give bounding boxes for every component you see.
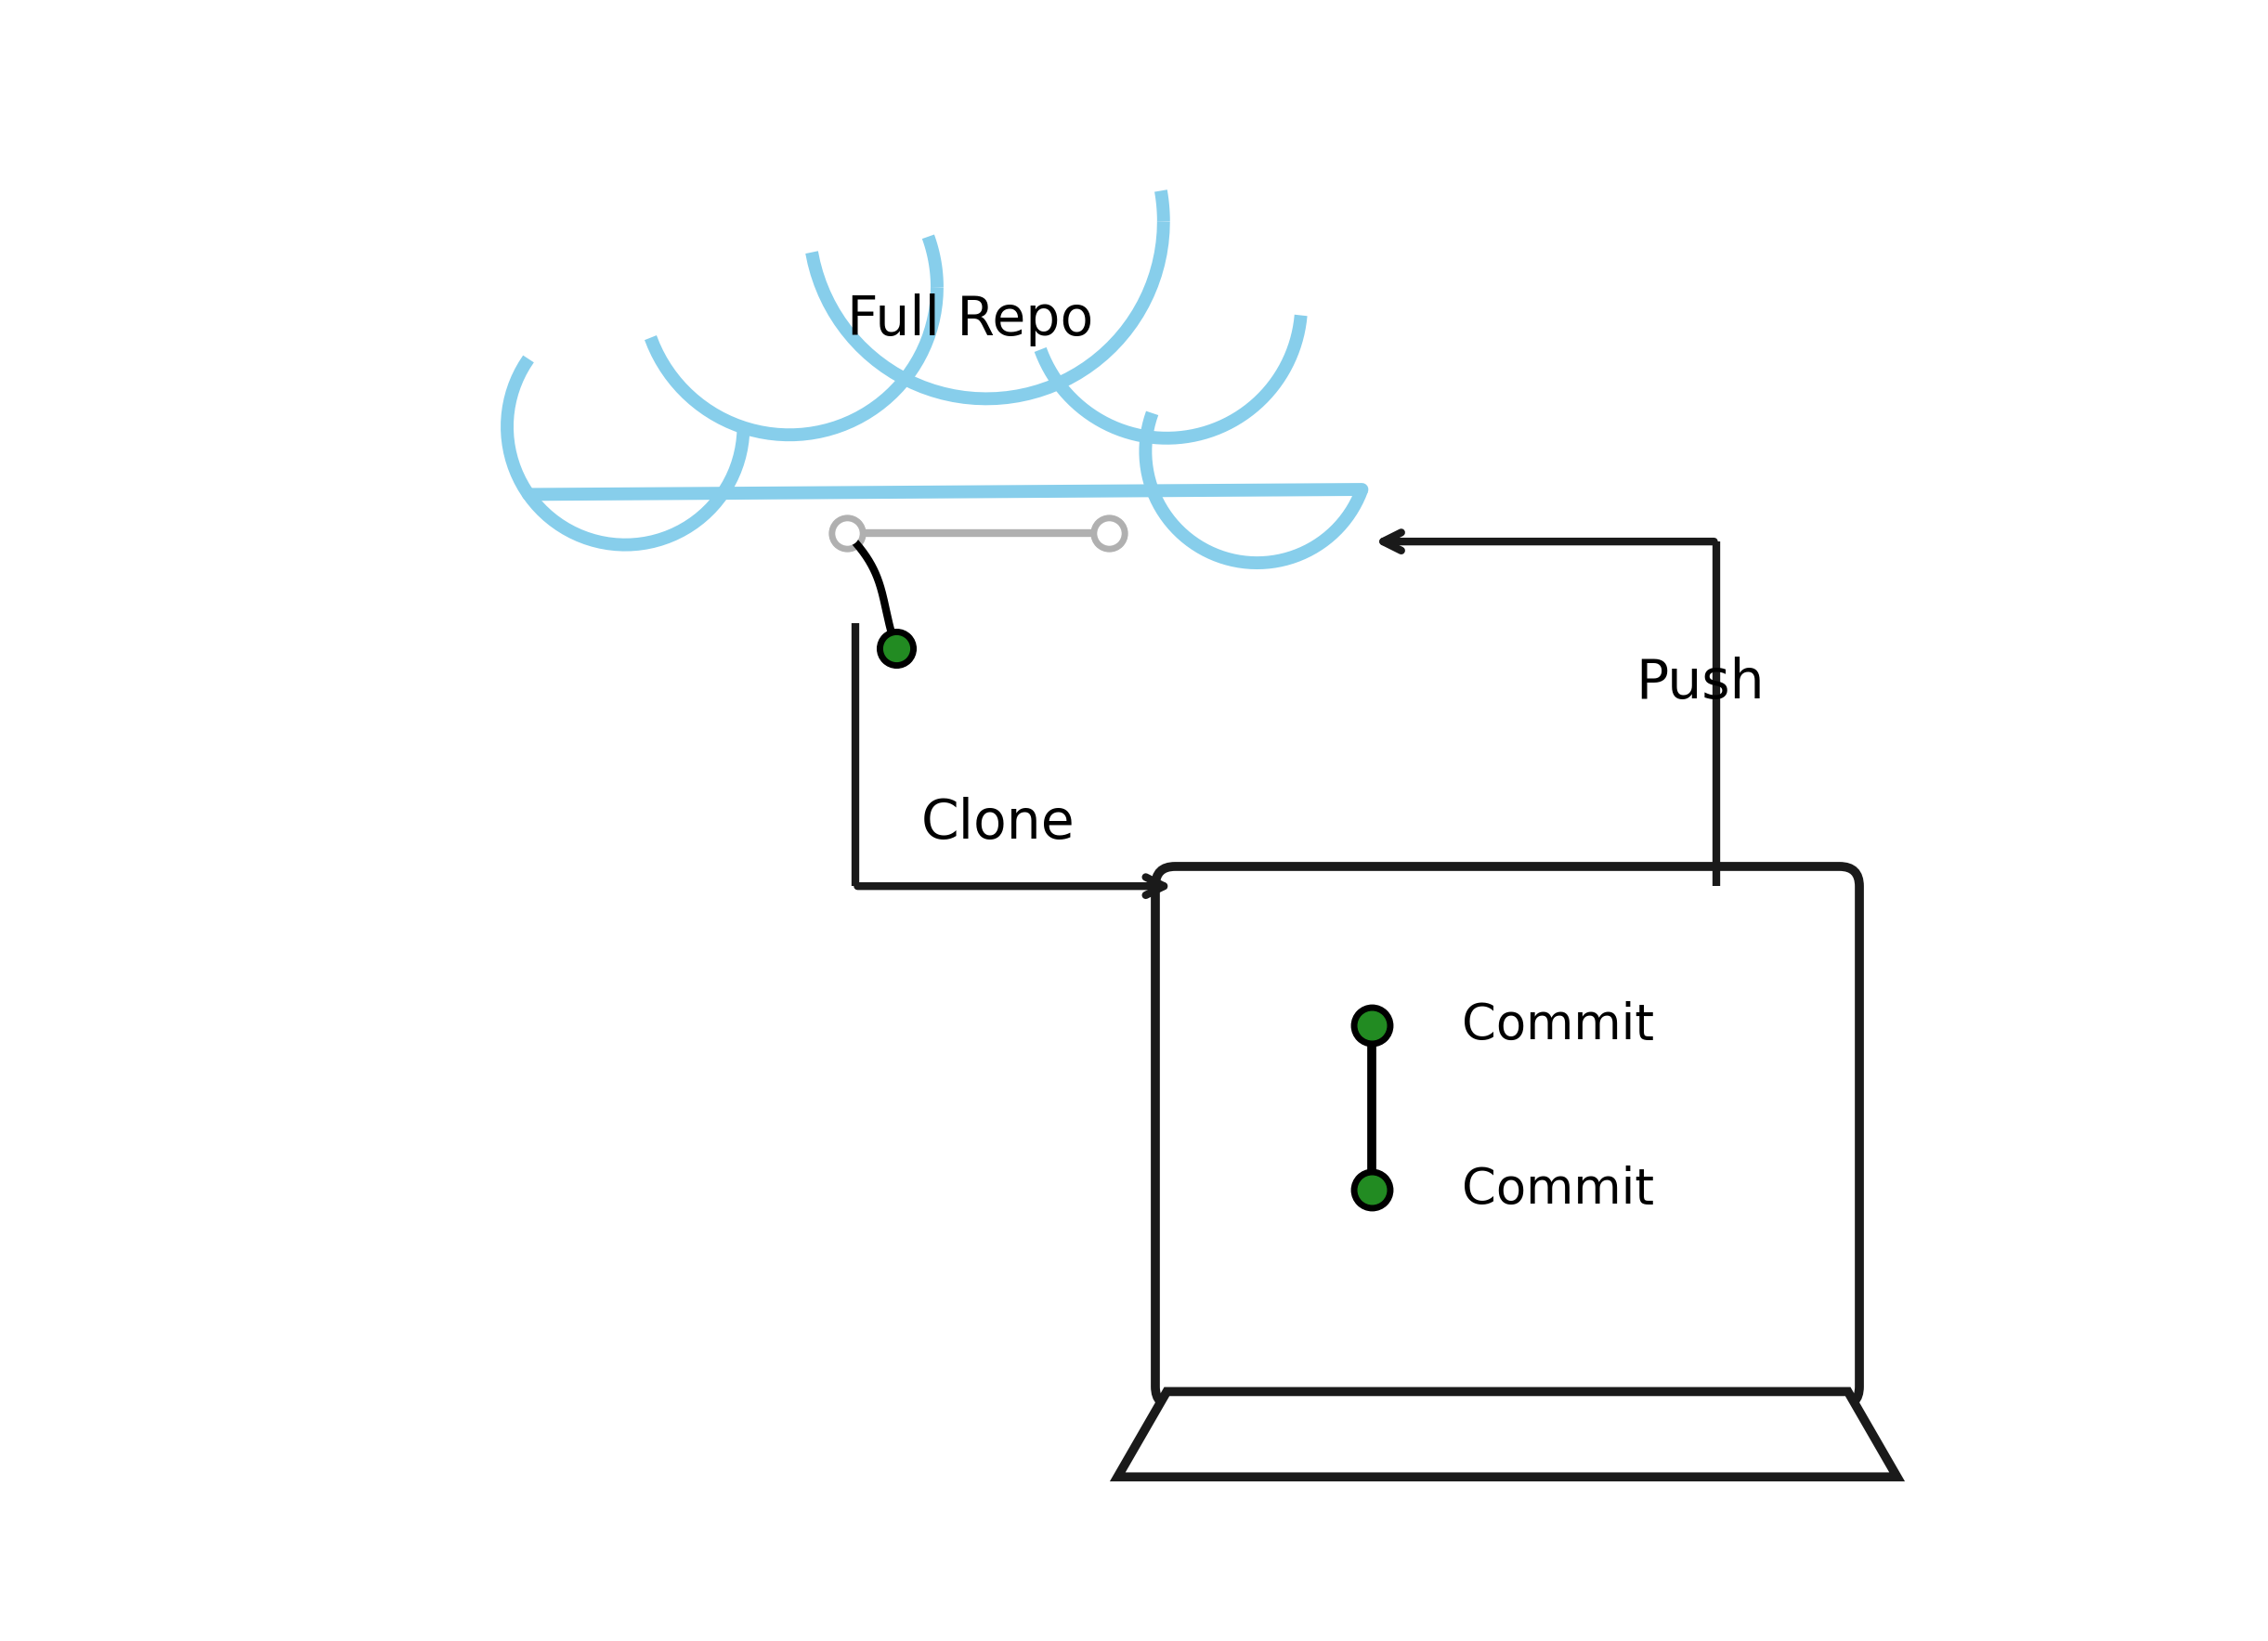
- Circle shape: [642, 139, 937, 435]
- Circle shape: [1145, 340, 1368, 563]
- Text: Commit: Commit: [1463, 1001, 1653, 1050]
- Circle shape: [1032, 169, 1302, 438]
- Polygon shape: [1118, 1392, 1896, 1477]
- Text: Full Repo: Full Repo: [846, 294, 1093, 346]
- Circle shape: [739, 304, 1102, 665]
- Text: Clone: Clone: [921, 798, 1075, 850]
- Text: Commit: Commit: [1463, 1165, 1653, 1214]
- Text: Push: Push: [1635, 656, 1765, 709]
- FancyBboxPatch shape: [1154, 866, 1860, 1406]
- Circle shape: [810, 44, 1163, 399]
- Circle shape: [508, 309, 744, 545]
- Bar: [510, 459, 1331, 607]
